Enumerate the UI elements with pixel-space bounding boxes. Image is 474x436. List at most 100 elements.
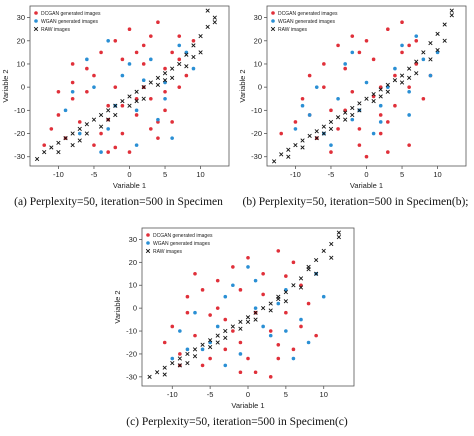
x-tick-label: 5 (284, 390, 288, 399)
dcgan-point (70, 62, 75, 66)
x-tick-label: -5 (91, 170, 98, 179)
x-tick-label: 0 (246, 390, 250, 399)
x-axis-label: Variable 1 (113, 181, 146, 190)
raw-point (70, 131, 75, 136)
dcgan-point (393, 103, 397, 108)
dcgan-point (238, 370, 243, 375)
dcgan-point (276, 356, 281, 361)
dcgan-point (191, 38, 196, 43)
wgan-point (156, 117, 160, 122)
scatter-plot-svg: -10 -5 0 5 10 -30 -20 -10 0 10 20 30 Variable 1 Varia… (113, 227, 355, 410)
dcgan-point (261, 292, 265, 297)
raw-point (198, 34, 203, 39)
dcgan-point (378, 131, 383, 136)
dcgan-point (386, 150, 390, 154)
raw-point (364, 96, 369, 101)
raw-point (286, 147, 291, 152)
raw-point (198, 50, 203, 55)
raw-point (350, 112, 355, 118)
raw-point (134, 98, 139, 104)
dcgan-point (400, 50, 404, 55)
wgan-point (92, 85, 96, 89)
raw-point (208, 344, 213, 350)
legend-label: WGAN generated images (41, 19, 98, 25)
x-tick-label: -10 (167, 390, 178, 399)
y-axis-label: Variable 2 (1, 69, 10, 102)
raw-point (298, 285, 304, 290)
dcgan-point (156, 136, 160, 140)
raw-point (245, 315, 251, 320)
raw-point (428, 40, 433, 46)
dcgan-point (407, 143, 411, 147)
x-tick-label: 10 (320, 390, 328, 399)
wgan-point (185, 347, 190, 352)
raw-point (63, 136, 68, 141)
legend-marker-raw (145, 248, 151, 254)
raw-point (435, 47, 440, 53)
y-tick-label: -30 (251, 152, 262, 161)
raw-point (306, 264, 311, 270)
dcgan-point (322, 85, 326, 89)
raw-point (428, 57, 433, 62)
raw-point (170, 75, 175, 81)
raw-point (177, 61, 182, 67)
y-tick-label: -20 (126, 349, 137, 358)
raw-point (42, 149, 47, 155)
x-tick-label: -10 (290, 170, 301, 179)
raw-point (407, 75, 412, 81)
dcgan-point (149, 96, 153, 101)
raw-point (399, 73, 405, 78)
raw-point (329, 241, 334, 247)
wgan-point (300, 103, 305, 108)
dcgan-point (357, 127, 362, 131)
x-tick-label: -10 (53, 170, 64, 179)
raw-point (442, 38, 447, 43)
dcgan-point (208, 313, 212, 317)
raw-point (336, 230, 341, 235)
wgan-point (284, 329, 288, 333)
raw-point (378, 94, 383, 99)
raw-point (205, 24, 210, 29)
raw-point (84, 122, 89, 127)
dcgan-point (127, 27, 132, 31)
legend-marker (34, 19, 38, 23)
x-tick-label: 0 (127, 170, 131, 179)
legend-label: RAW images (41, 27, 70, 33)
raw-point (212, 20, 217, 25)
raw-point (329, 255, 334, 260)
wgan-point (329, 143, 333, 147)
legend-marker-raw (33, 26, 39, 32)
wgan-point (299, 317, 303, 322)
y-axis-label: Variable 2 (238, 69, 247, 102)
raw-point (350, 105, 355, 111)
raw-point (162, 71, 168, 76)
raw-point (177, 363, 182, 368)
y-tick-label: -20 (251, 129, 262, 138)
raw-point (177, 356, 182, 361)
raw-point (261, 306, 266, 311)
dcgan-point (350, 34, 355, 38)
wgan-point (99, 150, 103, 154)
dcgan-point (215, 278, 220, 283)
wgan-point (170, 356, 175, 361)
raw-point (253, 310, 258, 315)
dcgan-point (246, 255, 250, 260)
dcgan-point (141, 43, 146, 48)
dcgan-point (163, 66, 167, 71)
wgan-point (350, 50, 355, 55)
wgan-point (261, 324, 265, 329)
raw-point (127, 103, 132, 108)
wgan-point (149, 57, 153, 62)
raw-point (300, 145, 305, 150)
wgan-point (407, 113, 411, 117)
x-tick-label: -5 (328, 170, 335, 179)
y-tick-label: -30 (14, 152, 25, 161)
dcgan-point (134, 50, 139, 55)
wgan-point (106, 127, 110, 131)
wgan-point (407, 89, 411, 94)
dcgan-point (163, 89, 167, 94)
wgan-point (191, 66, 196, 71)
scatter-panel-b: -10 -5 0 5 10 -30 -20 -10 0 10 20 30 Variable 1 Varia… (237, 0, 474, 194)
dcgan-point (300, 96, 305, 101)
dcgan-point (284, 310, 288, 315)
